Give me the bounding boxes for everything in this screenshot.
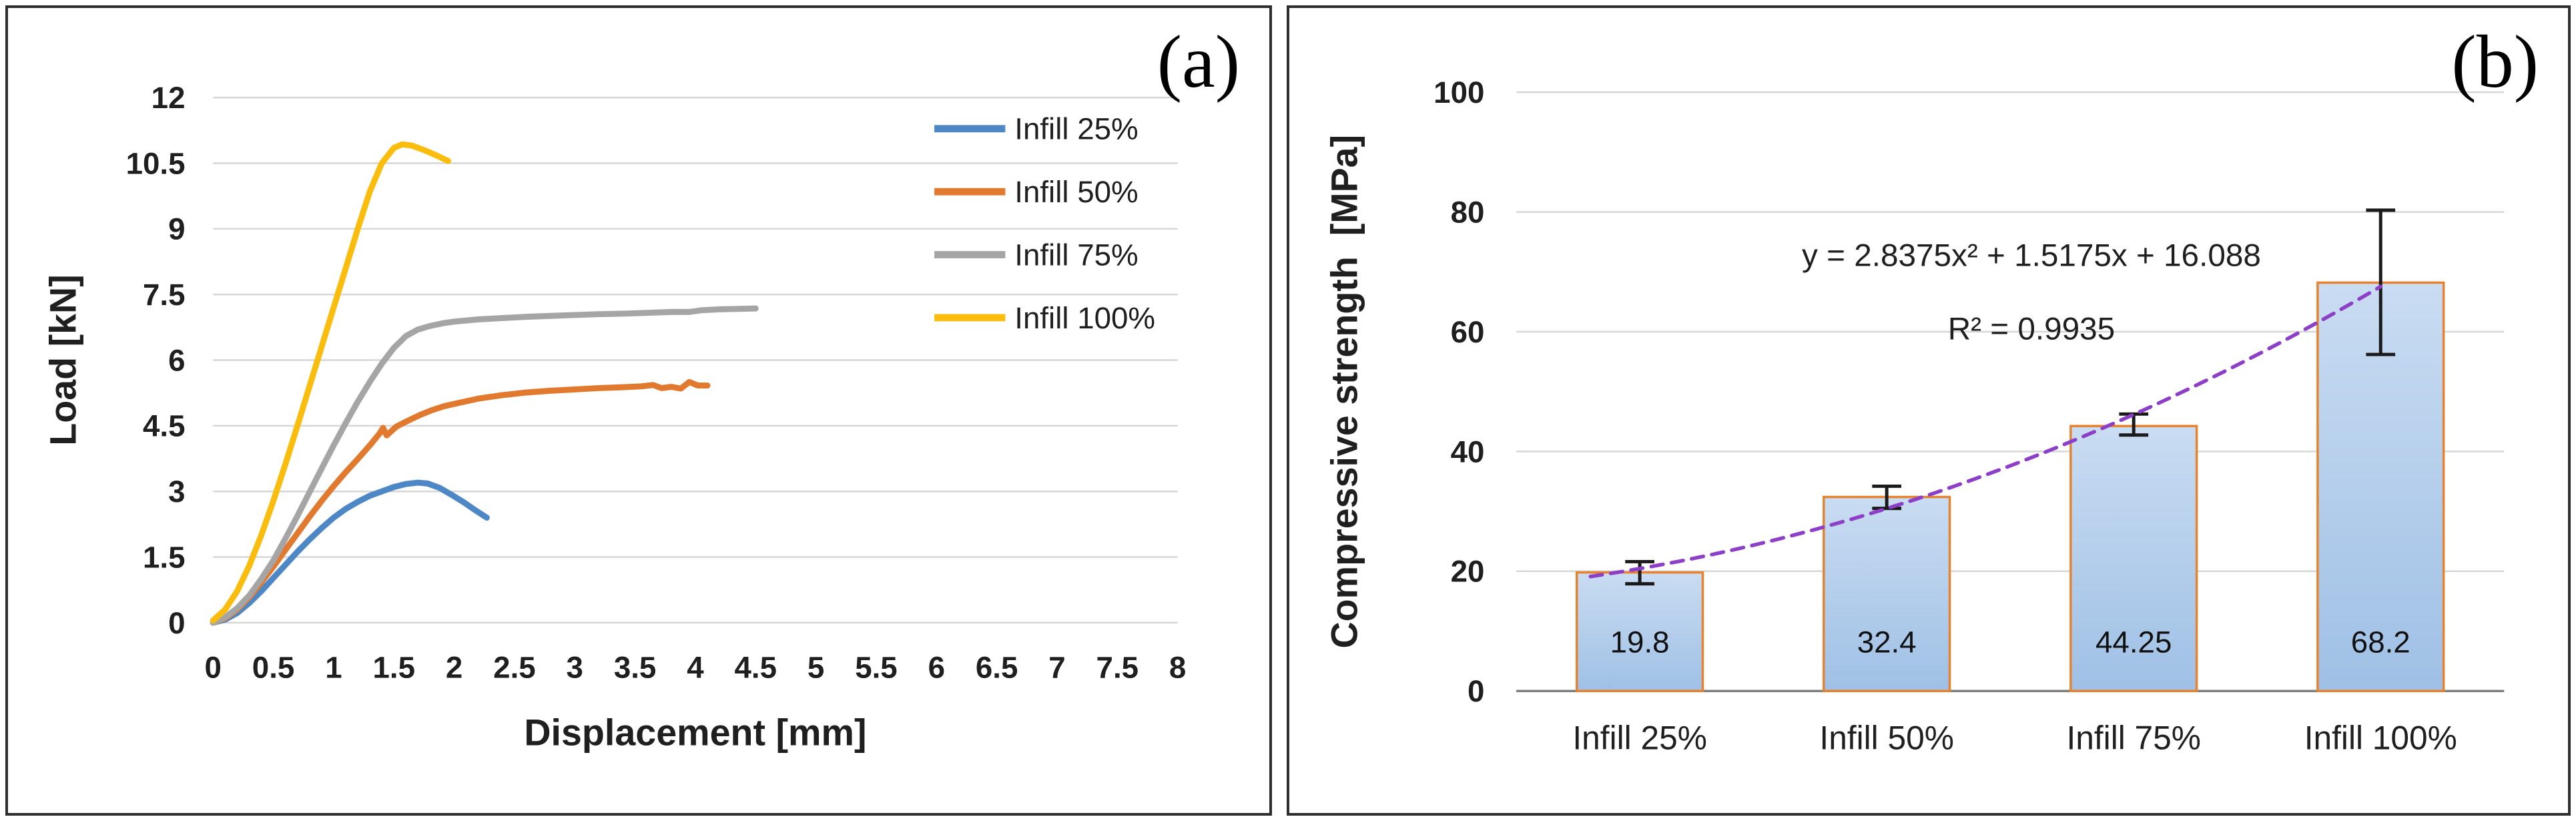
svg-text:20: 20 bbox=[1451, 555, 1485, 589]
load-displacement-chart: 0 1.5 3 4.5 6 7.5 9 10.5 12 0 0.5 1 1.5 2 2.5 3 3.5 4 4.5 5… bbox=[43, 81, 1187, 754]
svg-text:y = 2.8375x² + 1.5175x + 16.08: y = 2.8375x² + 1.5175x + 16.088 bbox=[1802, 238, 2261, 273]
series-infill-25- bbox=[210, 479, 490, 626]
svg-text:Infill 75%: Infill 75% bbox=[1014, 238, 1138, 272]
legend-item: Infill 100% bbox=[934, 301, 1155, 335]
legend-item: Infill 75% bbox=[934, 238, 1139, 272]
error-bar bbox=[2366, 208, 2396, 356]
panel-b-label: (b) bbox=[2451, 21, 2539, 103]
panel-a-label: (a) bbox=[1157, 21, 1240, 103]
error-bar bbox=[1625, 559, 1654, 586]
svg-text:R² = 0.9935: R² = 0.9935 bbox=[1948, 312, 2115, 347]
error-bar bbox=[1872, 484, 1902, 511]
svg-text:Infill 50%: Infill 50% bbox=[1819, 720, 1954, 757]
svg-text:7: 7 bbox=[1048, 650, 1065, 684]
svg-text:32.4: 32.4 bbox=[1857, 625, 1917, 659]
svg-text:12: 12 bbox=[151, 81, 186, 115]
legend-item: Infill 25% bbox=[934, 112, 1139, 146]
svg-text:Load [kN]: Load [kN] bbox=[43, 274, 84, 445]
y-axis-title: Load [kN] bbox=[43, 274, 84, 445]
svg-text:6.5: 6.5 bbox=[976, 650, 1018, 684]
bar-infill-25- bbox=[1576, 571, 1704, 692]
svg-text:4.5: 4.5 bbox=[735, 650, 777, 684]
bar-infill-50- bbox=[1823, 495, 1951, 692]
svg-text:5: 5 bbox=[808, 650, 824, 684]
svg-text:5.5: 5.5 bbox=[855, 650, 898, 684]
svg-text:Infill 100%: Infill 100% bbox=[1014, 301, 1155, 335]
svg-text:Compressive strength [MPa]: Compressive strength [MPa] bbox=[1324, 135, 1365, 649]
compressive-strength-chart: 0 20 40 60 80 100 Compressive strength [MPa] 19… bbox=[1324, 75, 2505, 757]
y-axis-title: Compressive strength [MPa] bbox=[1324, 135, 1365, 649]
svg-text:0: 0 bbox=[1468, 674, 1484, 708]
svg-text:Infill 100%: Infill 100% bbox=[2304, 720, 2457, 757]
svg-text:6: 6 bbox=[928, 650, 945, 684]
category-labels: Infill 25% Infill 50% Infill 75% Infill 100… bbox=[1572, 720, 2457, 757]
svg-text:0.5: 0.5 bbox=[252, 650, 295, 684]
svg-text:80: 80 bbox=[1451, 195, 1485, 229]
svg-text:19.8: 19.8 bbox=[1610, 625, 1670, 659]
svg-text:40: 40 bbox=[1451, 435, 1485, 469]
svg-text:60: 60 bbox=[1451, 315, 1485, 349]
svg-text:0: 0 bbox=[168, 606, 185, 640]
svg-text:0: 0 bbox=[205, 650, 222, 684]
trendline-equation: y = 2.8375x² + 1.5175x + 16.088 R² = 0.99… bbox=[1802, 238, 2261, 346]
svg-text:7.5: 7.5 bbox=[1096, 650, 1139, 684]
svg-text:6: 6 bbox=[168, 343, 185, 377]
svg-text:9: 9 bbox=[168, 212, 185, 246]
svg-text:Infill 75%: Infill 75% bbox=[2066, 720, 2201, 757]
bar-value-labels: 19.8 32.4 44.25 68.2 bbox=[1610, 625, 2410, 659]
svg-text:44.25: 44.25 bbox=[2096, 625, 2172, 659]
svg-text:3: 3 bbox=[567, 650, 583, 684]
svg-text:100: 100 bbox=[1433, 75, 1484, 109]
svg-text:1.5: 1.5 bbox=[372, 650, 415, 684]
svg-text:2: 2 bbox=[446, 650, 462, 684]
svg-text:7.5: 7.5 bbox=[143, 278, 186, 312]
svg-text:4.5: 4.5 bbox=[143, 409, 186, 443]
svg-text:3.5: 3.5 bbox=[614, 650, 657, 684]
svg-text:1: 1 bbox=[325, 650, 342, 684]
svg-text:Displacement [mm]: Displacement [mm] bbox=[524, 712, 866, 754]
x-axis-title: Displacement [mm] bbox=[524, 712, 866, 754]
svg-text:68.2: 68.2 bbox=[2351, 625, 2410, 659]
legend: Infill 25% Infill 50% Infill 75% Infill 100… bbox=[934, 112, 1155, 335]
svg-text:Infill 50%: Infill 50% bbox=[1014, 175, 1138, 209]
series-infill-50- bbox=[210, 378, 711, 626]
svg-text:2.5: 2.5 bbox=[493, 650, 536, 684]
svg-text:10.5: 10.5 bbox=[126, 146, 186, 180]
error-bars bbox=[1625, 208, 2396, 586]
y-tick-labels: 0 20 40 60 80 100 bbox=[1433, 75, 1484, 708]
svg-text:8: 8 bbox=[1169, 650, 1186, 684]
series-infill-100- bbox=[210, 141, 452, 624]
x-tick-labels: 0 0.5 1 1.5 2 2.5 3 3.5 4 4.5 5 5.5 6 6.5 7 7.5 8 bbox=[205, 650, 1187, 684]
y-tick-labels: 0 1.5 3 4.5 6 7.5 9 10.5 12 bbox=[126, 81, 186, 640]
svg-text:1.5: 1.5 bbox=[143, 540, 186, 574]
panel-b: 0 20 40 60 80 100 Compressive strength [MPa] 19… bbox=[1287, 5, 2571, 816]
error-bar bbox=[2119, 412, 2149, 437]
svg-text:Infill 25%: Infill 25% bbox=[1014, 112, 1138, 146]
legend-item: Infill 50% bbox=[934, 175, 1139, 209]
trendline bbox=[1588, 284, 2383, 579]
svg-text:3: 3 bbox=[168, 475, 185, 509]
svg-text:4: 4 bbox=[687, 650, 704, 684]
panel-a: 0 1.5 3 4.5 6 7.5 9 10.5 12 0 0.5 1 1.5 2 2.5 3 3.5 4 4.5 5… bbox=[5, 5, 1272, 816]
series-infill-75- bbox=[210, 305, 759, 626]
svg-text:Infill 25%: Infill 25% bbox=[1572, 720, 1707, 757]
